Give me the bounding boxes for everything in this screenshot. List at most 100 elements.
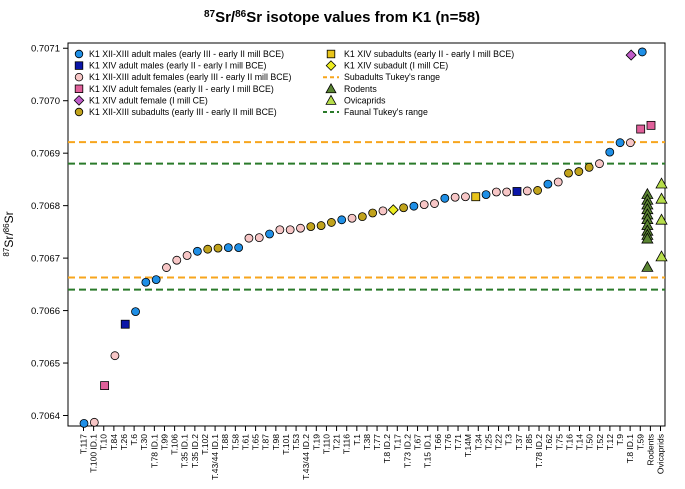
legend-label: K1 XII-XIII subadults (early III - early… — [89, 107, 277, 117]
y-axis-title: 87Sr/86Sr — [2, 211, 17, 256]
x-tick-label: T.43/44 ID.1 — [210, 434, 220, 480]
x-tick-label: T.22 — [494, 434, 504, 450]
legend-label: K1 XIV adult males (early II - early I m… — [89, 61, 267, 71]
y-axis-label: 87Sr/86Sr — [2, 211, 17, 256]
data-point — [275, 225, 285, 235]
y-tick-label: 0.7069 — [31, 149, 60, 160]
legend-marker — [326, 49, 336, 59]
data-point — [409, 201, 419, 211]
x-tick-label: T.52 — [595, 434, 605, 450]
x-tick-label: T.15 ID.1 — [423, 434, 433, 468]
y-tick-label: 0.7065 — [31, 359, 60, 370]
data-point — [595, 159, 604, 169]
x-tick-label: T.50 — [585, 434, 595, 450]
data-point — [285, 225, 295, 235]
x-tick-label: T.98 — [271, 434, 281, 450]
x-tick-label: T.100 ID.1 — [89, 434, 99, 473]
y-tick-label: 0.7067 — [31, 254, 60, 265]
legend-marker — [73, 95, 85, 106]
x-tick-label: T.38 — [362, 434, 372, 450]
x-tick-label: T.12 — [605, 434, 615, 450]
x-tick-label: T.101 — [281, 434, 291, 455]
x-tick-label: T.78 ID.2 — [534, 434, 544, 468]
x-tick-label: T.8 ID.2 — [382, 434, 392, 464]
x-tick-label: T.17 — [392, 434, 402, 450]
x-tick-label: T.78 ID.1 — [149, 434, 159, 468]
data-point — [615, 138, 625, 148]
data-point — [306, 222, 316, 232]
data-point — [625, 138, 635, 148]
data-point — [522, 186, 532, 196]
data-point — [89, 417, 99, 427]
x-tick-label: T.30 — [139, 434, 149, 450]
chart-title: 87Sr/86Sr isotope values from K1 (n=58) — [204, 9, 480, 27]
data-point — [79, 418, 89, 428]
x-tick-label: T.73 ID.2 — [402, 434, 412, 468]
data-point — [120, 319, 130, 329]
data-point — [296, 223, 305, 233]
y-tick-label: 0.7070 — [31, 96, 60, 107]
legend: K1 XII-XIII adult males (early III - ear… — [73, 49, 514, 117]
legend-label: Rodents — [344, 84, 377, 94]
legend-marker — [74, 72, 84, 82]
x-tick-label: T.61 — [240, 434, 250, 450]
legend-marker — [74, 84, 84, 93]
data-point — [646, 120, 656, 130]
data-point — [357, 212, 367, 222]
legend-marker — [74, 61, 84, 70]
x-tick-label: T.75 — [554, 434, 564, 450]
x-tick-label: T.14M — [463, 434, 473, 457]
data-point — [574, 167, 584, 176]
x-tick-label: T.9 — [615, 434, 625, 446]
x-tick-label: Rodents — [645, 434, 655, 466]
y-tick-label: 0.7068 — [31, 201, 60, 212]
legend-label: Faunal Tukey's range — [344, 107, 428, 117]
data-point — [141, 277, 151, 287]
data-point — [543, 179, 553, 189]
data-point — [172, 255, 182, 265]
data-point — [605, 147, 615, 157]
data-point — [450, 192, 460, 202]
data-point — [533, 186, 542, 195]
legend-label: K1 XIV subadult (I mill CE) — [344, 61, 448, 71]
x-tick-label: T.14 — [575, 434, 585, 450]
x-tick-label: T.37 — [514, 434, 524, 450]
x-tick-label: T.21 — [332, 434, 342, 450]
ovicaprid-point — [655, 177, 668, 189]
data-point — [327, 218, 336, 227]
data-point — [399, 203, 408, 213]
x-tick-label: T.84 — [109, 434, 119, 450]
legend-marker — [325, 94, 337, 105]
data-point — [502, 187, 512, 197]
x-tick-label: T.16 — [564, 434, 574, 450]
data-point — [213, 243, 223, 253]
x-tick-label: T.58 — [230, 434, 240, 450]
y-tick-label: 0.7064 — [31, 411, 60, 422]
x-tick-label: T.26 — [119, 434, 129, 450]
y-axis-ticks: 0.7064 0.7065 0.7066 0.7067 0.7068 0.7069 0.70… — [31, 44, 68, 422]
data-point — [387, 204, 399, 216]
legend-label: K1 XII-XIII adult females (early III - e… — [89, 72, 291, 82]
legend-label: Subadults Tukey's range — [344, 72, 440, 82]
reference-lines — [68, 141, 665, 291]
x-tick-label: T.67 — [413, 434, 423, 450]
data-point — [182, 251, 192, 260]
data-point — [265, 229, 274, 239]
x-tick-label: T.117 — [79, 434, 89, 454]
x-tick-label: T.10 — [99, 434, 109, 450]
data-point — [461, 192, 470, 202]
x-tick-label: T.76 — [443, 434, 453, 450]
data-point — [337, 215, 347, 225]
x-tick-label: T.65 — [251, 434, 261, 450]
legend-label: K1 XIV adult females (early II - early I… — [89, 84, 274, 94]
x-tick-label: T.106 — [170, 434, 180, 455]
data-point — [100, 381, 110, 391]
x-tick-label: T.34 — [473, 434, 483, 450]
data-point — [368, 208, 378, 218]
y-tick-label: 0.7071 — [31, 44, 60, 55]
rodent-point — [641, 260, 654, 272]
data-point — [419, 200, 429, 209]
legend-label: Ovicaprids — [344, 95, 386, 105]
x-tick-label: T.35 ID.2 — [190, 434, 200, 468]
